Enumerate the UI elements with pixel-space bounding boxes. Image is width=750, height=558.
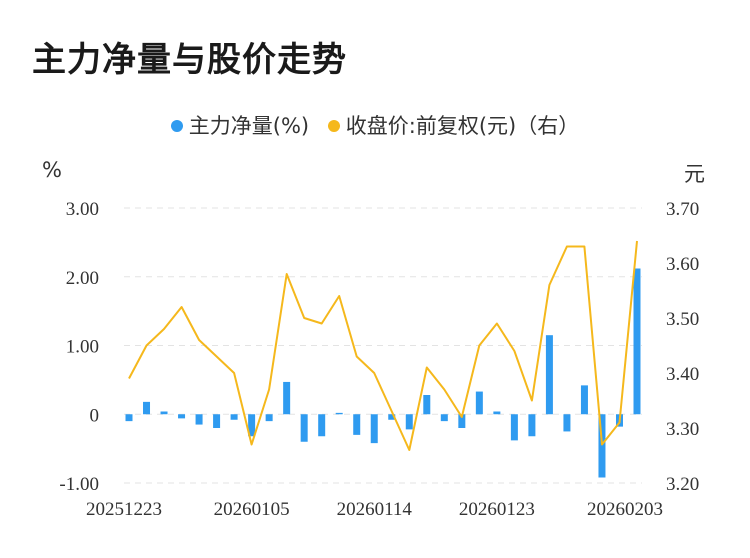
- legend-dot-net-flow: [170, 120, 183, 132]
- left-axis-unit: %: [42, 158, 62, 182]
- legend-item-close-price[interactable]: 收盘价:前复权(元)（右）: [327, 110, 580, 140]
- bar: [283, 381, 291, 415]
- x-tick-label: 20260114: [337, 499, 413, 520]
- right-tick-label: 3.70: [666, 199, 699, 220]
- x-tick-label: 20260105: [214, 499, 290, 520]
- bar: [493, 411, 501, 415]
- legend: 主力净量(%) 收盘价:前复权(元)（右）: [0, 110, 750, 140]
- bar: [633, 268, 641, 415]
- legend-item-net-flow[interactable]: 主力净量(%): [170, 110, 310, 140]
- bar: [388, 414, 396, 420]
- bar: [248, 414, 256, 437]
- x-tick-label: 20251223: [86, 499, 162, 520]
- bar: [230, 414, 238, 420]
- left-tick-label: 2.00: [66, 268, 99, 289]
- left-tick-label: -1.00: [59, 474, 99, 495]
- left-tick-label: 1.00: [66, 337, 99, 358]
- right-tick-label: 3.20: [666, 474, 699, 495]
- bar: [440, 414, 448, 422]
- bar: [335, 412, 343, 415]
- bar: [580, 385, 588, 415]
- bar: [458, 414, 466, 428]
- chart-title: 主力净量与股价走势: [32, 40, 347, 80]
- bar: [370, 414, 378, 444]
- bar: [178, 414, 186, 419]
- left-tick-label: 0: [90, 405, 100, 426]
- bar: [475, 391, 483, 415]
- legend-label-net-flow: 主力净量(%): [188, 114, 310, 138]
- bar: [528, 414, 536, 437]
- right-tick-label: 3.50: [666, 309, 699, 330]
- x-tick-label: 20260203: [587, 499, 663, 520]
- right-tick-label: 3.60: [666, 254, 699, 275]
- price-line: [128, 240, 638, 451]
- right-tick-label: 3.30: [666, 419, 699, 440]
- bar: [213, 414, 221, 428]
- legend-dot-close-price: [327, 120, 340, 132]
- legend-label-close-price: 收盘价:前复权(元)（右）: [345, 114, 580, 138]
- bar: [423, 395, 431, 415]
- bar: [510, 414, 518, 441]
- bar: [318, 414, 326, 437]
- bar: [353, 414, 361, 435]
- bar: [125, 414, 133, 422]
- bar: [563, 414, 571, 432]
- bar: [300, 414, 308, 442]
- left-tick-label: 3.00: [66, 199, 99, 220]
- bar: [265, 414, 273, 422]
- bar: [598, 414, 606, 478]
- bar: [195, 414, 203, 425]
- right-axis-unit: 元: [684, 162, 705, 186]
- x-tick-label: 20260123: [459, 499, 535, 520]
- bar: [405, 414, 413, 430]
- bar: [160, 411, 168, 415]
- bar: [545, 335, 553, 415]
- right-tick-label: 3.40: [666, 364, 699, 385]
- bar: [143, 401, 151, 415]
